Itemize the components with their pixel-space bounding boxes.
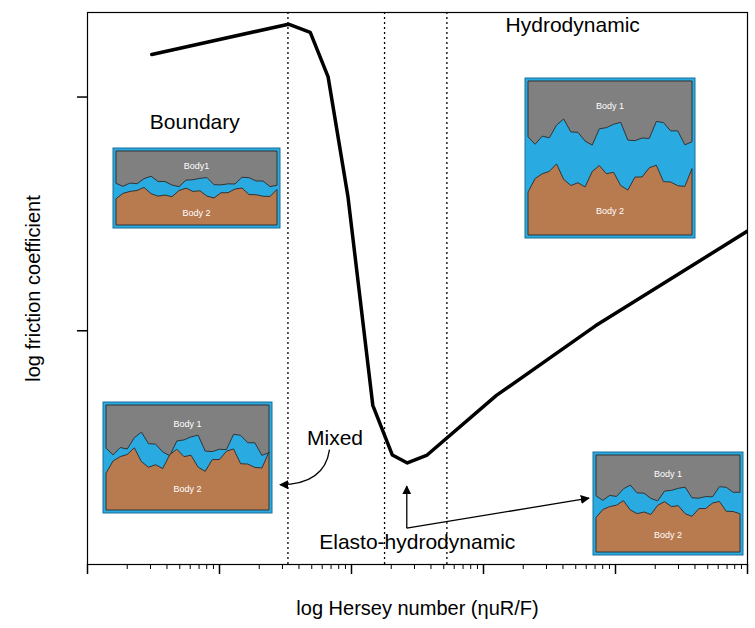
svg-text:log friction coefficient: log friction coefficient [22, 195, 44, 382]
svg-text:Body1: Body1 [184, 161, 210, 171]
svg-text:log Hersey number (ηuR/F): log Hersey number (ηuR/F) [296, 597, 538, 619]
svg-text:Body 1: Body 1 [173, 419, 201, 429]
svg-text:Body 1: Body 1 [596, 101, 624, 111]
svg-text:Body 2: Body 2 [596, 206, 624, 216]
svg-text:Boundary: Boundary [150, 110, 240, 133]
svg-text:Body 2: Body 2 [182, 208, 210, 218]
svg-text:Elasto-hydrodynamic: Elasto-hydrodynamic [319, 530, 515, 553]
svg-text:Hydrodynamic: Hydrodynamic [506, 13, 640, 36]
svg-text:Body 1: Body 1 [654, 469, 682, 479]
svg-text:Mixed: Mixed [307, 426, 363, 449]
svg-text:Body 2: Body 2 [654, 530, 682, 540]
svg-text:Body 2: Body 2 [173, 484, 201, 494]
